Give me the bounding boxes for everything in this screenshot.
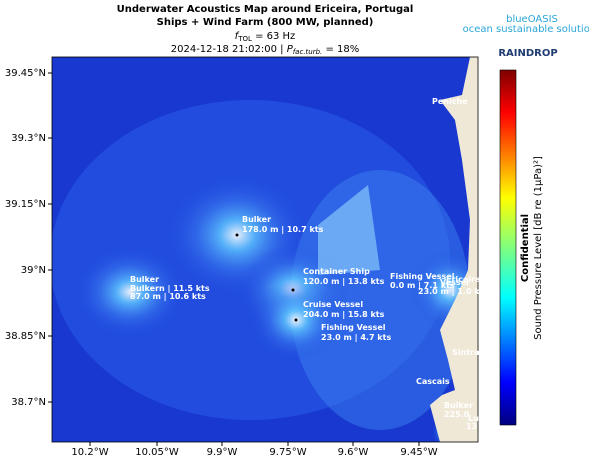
blueoasis-tagline: ocean sustainable solutions xyxy=(463,24,589,35)
axis-ticks: 10.2°W 10.05°W 9.9°W 9.75°W 9.6°W 9.45°W 39.45… xyxy=(5,68,438,458)
vessel-name: Bulker xyxy=(242,215,271,224)
freq-text: = 63 Hz xyxy=(252,31,295,42)
vessel-detail: 87.0 m | 10.6 kts xyxy=(130,292,206,301)
place-label: Peniche xyxy=(432,97,468,106)
vessel-name: Fishing Vessel xyxy=(390,272,455,281)
status-sub: fac.turb. xyxy=(293,48,323,56)
vessel-name: Vessel xyxy=(440,278,469,287)
vessel-detail: 0.0 m | 7.1 kts xyxy=(390,281,455,290)
freq-sub: TOL xyxy=(237,35,252,43)
watermark: Confidential xyxy=(520,214,531,282)
place-label: Ericeira xyxy=(446,275,480,284)
title: Underwater Acoustics Map around Ericeira… xyxy=(117,4,414,15)
x-tick-label: 10.05°W xyxy=(135,447,179,458)
x-tick-label: 10.2°W xyxy=(71,447,108,458)
x-tick-label: 9.6°W xyxy=(338,447,369,458)
vessel-labels: Bulker 178.0 m | 10.7 kts Bulker Bulkern… xyxy=(130,215,488,431)
vessel-detail: 178.0 m | 10.7 kts xyxy=(242,225,324,234)
vessel-detail: Lu xyxy=(468,414,479,423)
colorbar xyxy=(499,69,517,426)
vessel-detail: 120.0 m | 13.8 kts xyxy=(303,277,385,286)
y-tick-label: 39.3°N xyxy=(11,133,46,144)
hotspot xyxy=(75,247,185,337)
y-tick-label: 39.15°N xyxy=(5,199,46,210)
land xyxy=(430,57,478,442)
vessel-detail: 13 xyxy=(466,422,477,431)
y-tick-label: 39.45°N xyxy=(5,68,46,79)
x-tick-label: 9.9°W xyxy=(207,447,238,458)
vessel-marker xyxy=(235,233,239,237)
map-frame xyxy=(51,56,479,443)
raindrop-logo: RAINDROP xyxy=(498,48,557,59)
vessel-marker xyxy=(291,288,295,292)
x-tick-label: 9.75°W xyxy=(269,447,306,458)
vessel-detail: 23.0 m | 4.7 kts xyxy=(321,333,391,342)
x-tick-label: 9.45°W xyxy=(400,447,437,458)
vessel-name: Fishing Vessel xyxy=(321,323,386,332)
y-tick-label: 38.85°N xyxy=(5,331,46,342)
wind-farm xyxy=(318,185,380,275)
vessel-detail: 23.0 m | 1.0 kts xyxy=(418,287,488,296)
place-label: Cascais xyxy=(416,377,450,386)
status-symbol: P xyxy=(287,44,294,55)
frequency: fTOL = 63 Hz xyxy=(235,31,296,43)
vessel-name: Bulker xyxy=(130,275,159,284)
colorbar-label: Sound Pressure Level [dB re (1μPa)²] xyxy=(533,156,544,340)
vessel-name: Bulker xyxy=(444,401,473,410)
subtitle: Ships + Wind Farm (800 MW, planned) xyxy=(157,17,374,28)
vessel-name: Container Ship xyxy=(303,267,370,276)
status-text2: = 18% xyxy=(322,44,359,55)
vessel-detail: 204.0 m | 15.8 kts xyxy=(303,310,385,319)
map xyxy=(52,57,478,442)
vessel-detail: 225.0 xyxy=(444,410,470,419)
vessel-marker xyxy=(294,318,298,322)
vessel-name: Cruise Vessel xyxy=(303,300,363,309)
vessel-detail: Bulkern | 11.5 kts xyxy=(130,284,210,293)
blueoasis-logo: blueOASIS xyxy=(506,14,558,25)
status-text: 2024-12-18 21:02:00 | xyxy=(171,44,287,55)
freq-symbol: f xyxy=(235,31,240,42)
place-label: Sintra xyxy=(452,348,479,357)
status: 2024-12-18 21:02:00 | Pfac.turb. = 18% xyxy=(171,44,360,56)
y-tick-label: 38.7°N xyxy=(11,397,46,408)
y-tick-label: 39°N xyxy=(21,265,46,276)
